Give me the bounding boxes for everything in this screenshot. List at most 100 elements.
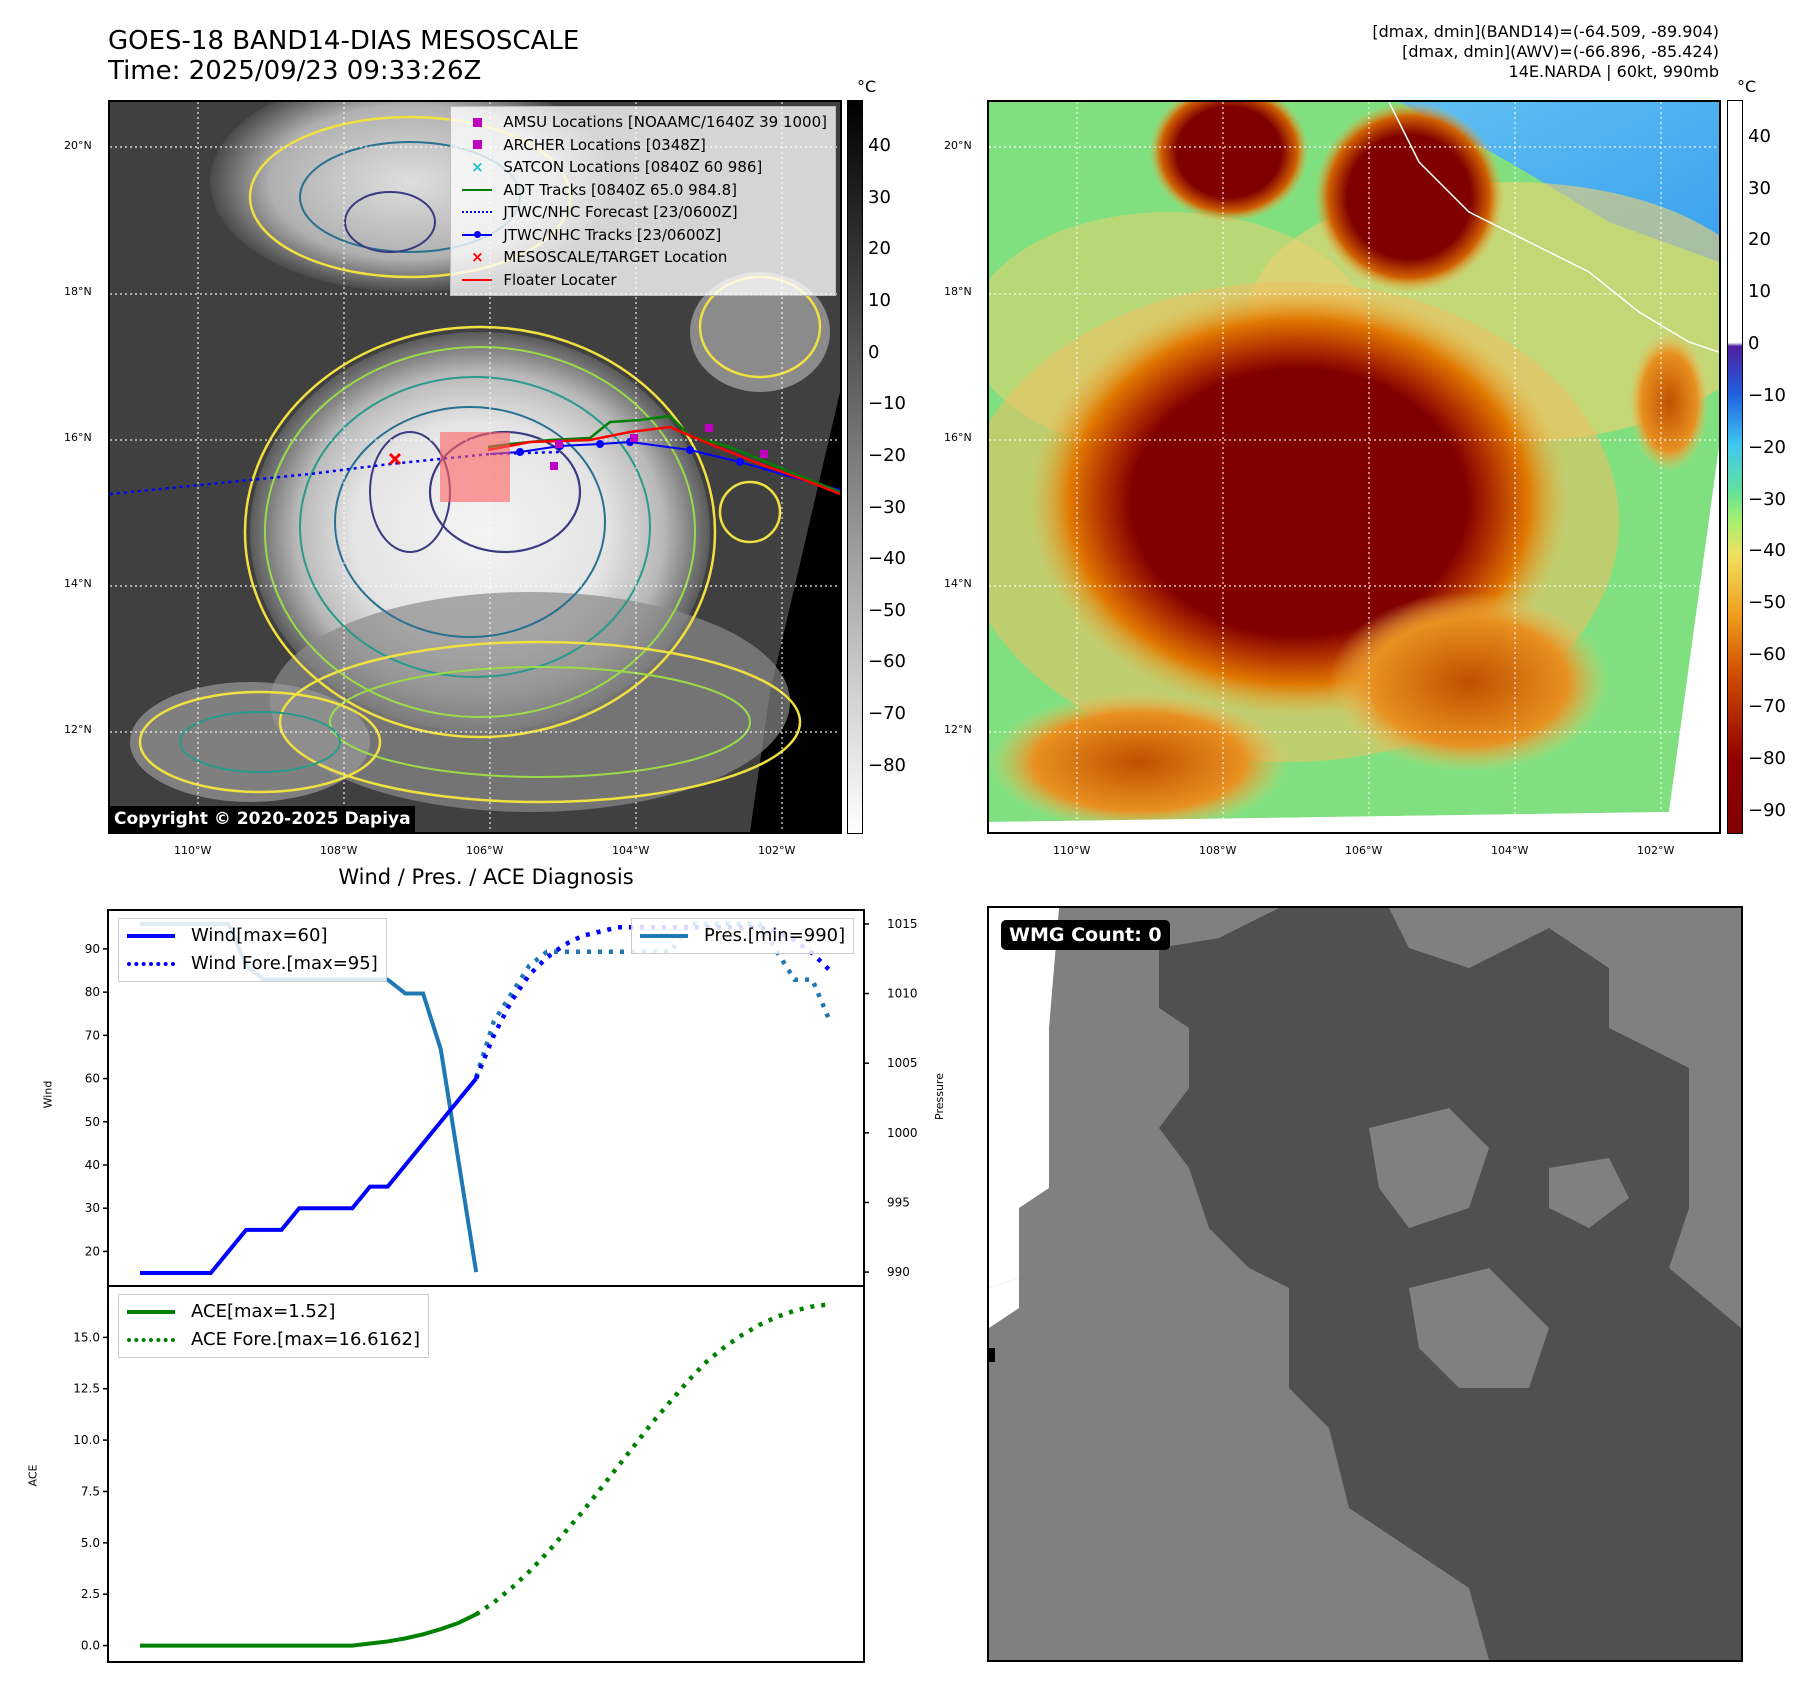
lon-tick: 110°W (1053, 844, 1091, 857)
awv-colorbar-tick: −20 (1748, 436, 1786, 458)
legend-row: ACE[max=1.52] (127, 1298, 420, 1326)
awv-colorbar-tick: 10 (1748, 281, 1771, 303)
stats-line-1: [dmax, dmin](BAND14)=(-64.509, -89.904) (1372, 22, 1719, 41)
lat-tick: 14°N (944, 577, 972, 590)
awv-colorbar-tick: −90 (1748, 799, 1786, 821)
ir-colorbar-tick: 40 (868, 135, 891, 157)
wind-axis-tick-label: 60 (85, 1072, 100, 1086)
ace-legend: ACE[max=1.52] ACE Fore.[max=16.6162] (118, 1294, 429, 1358)
awv-colorbar-tick: −70 (1748, 695, 1786, 717)
lat-tick: 20°N (64, 139, 92, 152)
ir-colorbar-tick: −30 (868, 496, 906, 518)
lon-tick: 104°W (612, 844, 650, 857)
legend-row: ACE Fore.[max=16.6162] (127, 1326, 420, 1354)
ace-axis-tick-label: 2.5 (81, 1587, 100, 1601)
ir-map-legend: AMSU Locations [NOAAMC/1640Z 39 1000] AR… (450, 106, 836, 296)
lon-tick: 106°W (1345, 844, 1383, 857)
wmg-image (989, 908, 1741, 1660)
legend-row: × SATCON Locations [0840Z 60 986] (471, 158, 763, 176)
wmg-count-badge: WMG Count: 0 (1001, 920, 1170, 950)
lat-tick: 16°N (944, 431, 972, 444)
legend-row: Wind Fore.[max=95] (127, 950, 378, 978)
ir-colorbar-tick: −40 (868, 548, 906, 570)
pressure-axis-tick-label: 1000 (887, 1126, 918, 1140)
legend-row: × MESOSCALE/TARGET Location (471, 248, 728, 266)
legend-row: ADT Tracks [0840Z 65.0 984.8] (459, 179, 827, 202)
legend-row: JTWC/NHC Tracks [23/0600Z] (459, 224, 827, 247)
awv-colorbar (1727, 100, 1743, 834)
ir-colorbar-tick: −50 (868, 599, 906, 621)
ace-axis-tick-label: 0.0 (81, 1639, 100, 1653)
pressure-ylabel: Pressure (932, 1073, 946, 1120)
ir-colorbar-tick: −70 (868, 703, 906, 725)
lat-tick: 14°N (64, 577, 92, 590)
lat-tick: 18°N (944, 285, 972, 298)
ir-colorbar-tick: −10 (868, 393, 906, 415)
legend-row: AMSU Locations [NOAAMC/1640Z 39 1000] (459, 111, 827, 134)
awv-map-panel (987, 100, 1721, 834)
ace-series-1 (474, 1301, 831, 1617)
pressure-axis-tick-label: 990 (887, 1265, 910, 1279)
pressure-legend: Pres.[min=990] (631, 918, 855, 954)
wind-ylabel: Wind (41, 1080, 55, 1109)
ir-colorbar-tick: 30 (868, 186, 891, 208)
title-line-1: GOES-18 BAND14-DIAS MESOSCALE (108, 26, 580, 56)
lon-tick: 108°W (1199, 844, 1237, 857)
awv-colorbar-tick: −60 (1748, 644, 1786, 666)
ir-colorbar-tick: −20 (868, 444, 906, 466)
lon-tick: 110°W (174, 844, 212, 857)
lon-tick: 102°W (758, 844, 796, 857)
legend-row: ARCHER Locations [0348Z] (459, 134, 827, 157)
stats-block: [dmax, dmin](BAND14)=(-64.509, -89.904) … (1372, 22, 1719, 82)
wind-axis-tick-label: 70 (85, 1028, 100, 1042)
figure-title: GOES-18 BAND14-DIAS MESOSCALE Time: 2025… (108, 26, 579, 86)
awv-map-image (989, 102, 1719, 832)
lat-tick: 12°N (64, 723, 92, 736)
pressure-axis-tick-label: 1015 (887, 917, 918, 931)
ir-colorbar-tick: 10 (868, 290, 891, 312)
ace-series-0 (140, 1612, 478, 1648)
lon-tick: 106°W (466, 844, 504, 857)
ace-axis-tick-label: 12.5 (73, 1382, 100, 1396)
ace-axis-tick-label: 5.0 (81, 1536, 100, 1550)
awv-colorbar-tick: −30 (1748, 488, 1786, 510)
wind-axis-tick-label: 40 (85, 1158, 100, 1172)
pressure-axis-tick-label: 1010 (887, 987, 918, 1001)
lat-tick: 20°N (944, 139, 972, 152)
wind-axis-tick-label: 30 (85, 1201, 100, 1215)
awv-colorbar-tick: −40 (1748, 540, 1786, 562)
lon-tick: 102°W (1637, 844, 1675, 857)
awv-colorbar-tick: 30 (1748, 177, 1771, 199)
ir-colorbar-tick: 0 (868, 341, 880, 363)
ace-axis-tick-label: 15.0 (73, 1330, 100, 1344)
stats-line-3: 14E.NARDA | 60kt, 990mb (1508, 62, 1719, 81)
wind-axis-tick-label: 20 (85, 1244, 100, 1258)
ace-axis-tick-label: 10.0 (73, 1433, 100, 1447)
ir-map-panel: AMSU Locations [NOAAMC/1640Z 39 1000] AR… (108, 100, 842, 834)
legend-row: Floater Locater (459, 269, 827, 292)
lat-tick: 18°N (64, 285, 92, 298)
awv-colorbar-tick: −80 (1748, 747, 1786, 769)
lat-tick: 16°N (64, 431, 92, 444)
awv-colorbar-tick: 0 (1748, 333, 1760, 355)
pressure-axis-tick-label: 995 (887, 1195, 910, 1209)
wind-axis-tick-label: 90 (85, 942, 100, 956)
awv-colorbar-tick: −50 (1748, 592, 1786, 614)
ir-colorbar-unit: °C (857, 77, 877, 96)
diagnosis-title: Wind / Pres. / ACE Diagnosis (338, 865, 634, 889)
awv-colorbar-tick: 40 (1748, 125, 1771, 147)
awv-colorbar-unit: °C (1737, 77, 1757, 96)
awv-colorbar-tick: −10 (1748, 384, 1786, 406)
stats-line-2: [dmax, dmin](AWV)=(-66.896, -85.424) (1402, 42, 1719, 61)
wind-series-0 (140, 1077, 478, 1276)
ir-colorbar-tick: 20 (868, 238, 891, 260)
lon-tick: 108°W (320, 844, 358, 857)
lat-tick: 12°N (944, 723, 972, 736)
ir-colorbar-tick: −80 (868, 754, 906, 776)
ace-axis-tick-label: 7.5 (81, 1484, 100, 1498)
wind-axis-tick-label: 80 (85, 985, 100, 999)
lon-tick: 104°W (1491, 844, 1529, 857)
copyright-label: Copyright © 2020-2025 Dapiya (110, 806, 415, 832)
ir-colorbar-tick: −60 (868, 651, 906, 673)
